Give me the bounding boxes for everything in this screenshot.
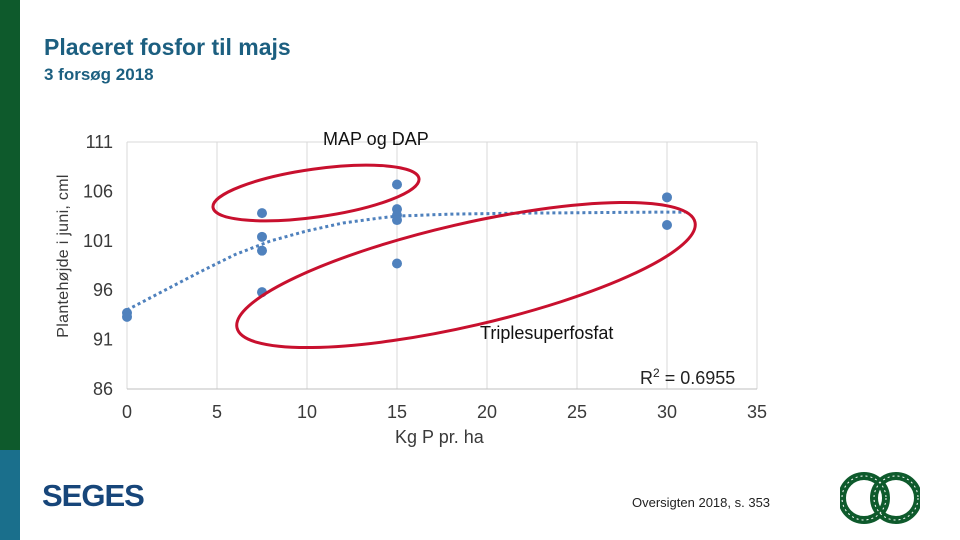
highlight-ellipse-triplesuperfosfat — [235, 200, 697, 350]
data-point-0-2 — [257, 208, 267, 219]
side-accent-bar-blue — [0, 450, 20, 540]
data-point-0-1 — [122, 311, 132, 322]
annotation-map-dap: MAP og DAP — [323, 129, 429, 149]
data-point-0-11 — [662, 192, 672, 203]
x-tick-label-6: 30 — [657, 402, 677, 422]
slide-title: Placeret fosfor til majs — [44, 34, 291, 60]
r-squared-value: = 0.6955 — [664, 368, 736, 388]
y-axis-label: Plantehøjde i juni, cml — [55, 174, 72, 338]
x-tick-label-1: 5 — [212, 402, 222, 422]
x-axis-label: Kg P pr. ha — [395, 427, 484, 447]
side-accent-bar-green — [0, 0, 20, 450]
x-tick-label-5: 25 — [567, 402, 587, 422]
data-point-0-9 — [392, 215, 402, 226]
y-tick-label-1: 91 — [93, 330, 113, 350]
x-tick-label-7: 35 — [747, 402, 767, 422]
x-tick-label-0: 0 — [122, 402, 132, 422]
data-point-0-12 — [662, 219, 672, 230]
slide-subtitle: 3 forsøg 2018 — [44, 65, 154, 84]
y-tick-label-3: 101 — [83, 231, 113, 251]
data-point-0-6 — [392, 179, 402, 190]
data-point-0-4 — [257, 245, 267, 256]
data-point-0-3 — [257, 231, 267, 242]
highlight-ellipse-map-dap — [211, 163, 421, 223]
landbrug-fodevarer-logo-icon — [840, 472, 920, 524]
r-squared-exponent: 2 — [653, 366, 660, 380]
trendline — [126, 210, 685, 312]
x-tick-label-4: 20 — [477, 402, 497, 422]
x-tick-label-2: 10 — [297, 402, 317, 422]
y-tick-label-2: 96 — [93, 280, 113, 300]
y-tick-label-4: 106 — [83, 181, 113, 201]
data-point-0-10 — [392, 258, 402, 269]
y-tick-label-5: 111 — [86, 132, 113, 152]
r-squared-label: R2 = 0.6955 — [640, 366, 735, 389]
r-squared-symbol: R — [640, 368, 653, 388]
source-citation: Oversigten 2018, s. 353 — [632, 495, 771, 510]
x-tick-label-3: 15 — [387, 402, 407, 422]
annotation-triplesuperfosfat: Triplesuperfosfat — [480, 323, 614, 343]
y-tick-label-0: 86 — [93, 379, 113, 399]
seges-logo: SEGES — [42, 478, 145, 513]
